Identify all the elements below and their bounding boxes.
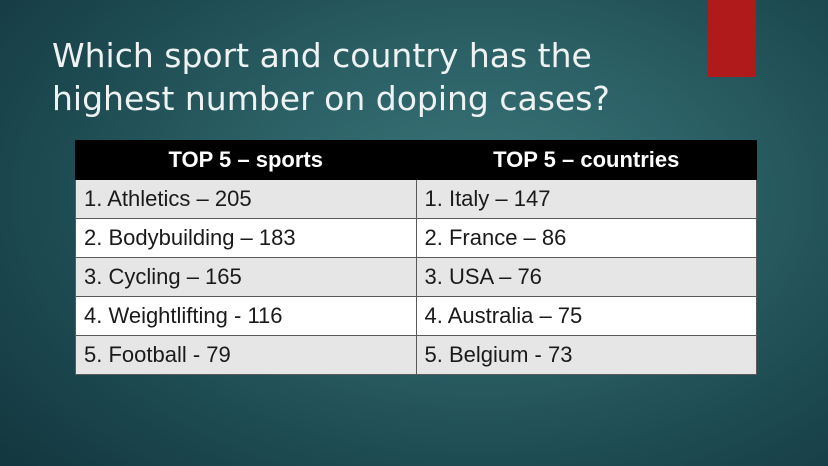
table-row: 2. Bodybuilding – 183 2. France – 86 bbox=[75, 218, 757, 258]
table-header-row: TOP 5 – sports TOP 5 – countries bbox=[75, 140, 757, 180]
sport-cell: 3. Cycling – 165 bbox=[75, 257, 417, 297]
country-cell: 3. USA – 76 bbox=[415, 257, 757, 297]
sport-cell: 5. Football - 79 bbox=[75, 335, 417, 375]
sport-cell: 1. Athletics – 205 bbox=[75, 179, 417, 219]
table-row: 4. Weightlifting - 116 4. Australia – 75 bbox=[75, 296, 757, 336]
red-accent-bar bbox=[708, 0, 756, 77]
table-row: 3. Cycling – 165 3. USA – 76 bbox=[75, 257, 757, 297]
header-sports: TOP 5 – sports bbox=[75, 140, 417, 180]
header-countries: TOP 5 – countries bbox=[415, 140, 757, 180]
sport-cell: 4. Weightlifting - 116 bbox=[75, 296, 417, 336]
country-cell: 4. Australia – 75 bbox=[415, 296, 757, 336]
doping-cases-table: TOP 5 – sports TOP 5 – countries 1. Athl… bbox=[75, 140, 757, 375]
table-row: 1. Athletics – 205 1. Italy – 147 bbox=[75, 179, 757, 219]
country-cell: 1. Italy – 147 bbox=[415, 179, 757, 219]
country-cell: 2. France – 86 bbox=[415, 218, 757, 258]
sport-cell: 2. Bodybuilding – 183 bbox=[75, 218, 417, 258]
slide-title: Which sport and country has the highest … bbox=[52, 36, 610, 118]
table-row: 5. Football - 79 5. Belgium - 73 bbox=[75, 335, 757, 375]
country-cell: 5. Belgium - 73 bbox=[415, 335, 757, 375]
